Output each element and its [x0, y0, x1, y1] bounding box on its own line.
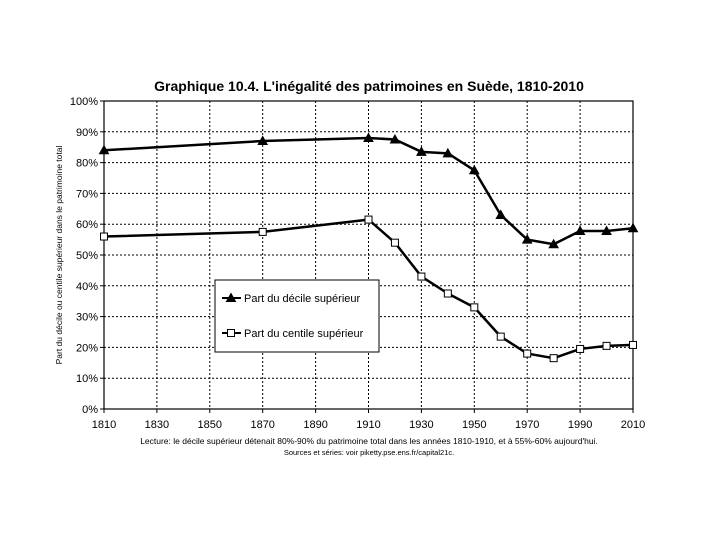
legend-marker — [227, 329, 235, 337]
x-tick-label: 1990 — [568, 419, 592, 431]
y-tick-label: 10% — [76, 373, 98, 385]
data-point — [100, 232, 108, 241]
x-tick-label: 1870 — [250, 419, 274, 431]
legend-marker — [225, 292, 237, 302]
data-point — [601, 225, 612, 235]
legend: Part du décile supérieur Part du centile … — [214, 279, 380, 353]
x-tick-label: 1850 — [198, 419, 222, 431]
y-tick-label: 30% — [76, 312, 98, 324]
data-point — [576, 344, 585, 353]
data-point — [364, 215, 373, 224]
data-point — [258, 227, 267, 236]
legend-item: Part du centile supérieur — [222, 328, 364, 340]
y-tick-label: 100% — [70, 96, 98, 108]
x-tick-label: 1930 — [409, 419, 433, 431]
y-tick-label: 50% — [76, 250, 98, 262]
x-tick-label: 1810 — [92, 419, 116, 431]
data-point — [98, 144, 110, 155]
data-point — [443, 289, 452, 298]
legend-box — [214, 279, 380, 353]
data-point — [629, 340, 637, 349]
legend-item: Part du décile supérieur — [222, 292, 361, 305]
data-point — [495, 209, 507, 219]
chart-title: Graphique 10.4. L'inégalité des patrimoi… — [154, 78, 584, 94]
x-tick-label: 1950 — [462, 419, 486, 431]
x-tick-label: 1910 — [356, 419, 380, 431]
series-2 — [100, 215, 637, 363]
data-point — [602, 341, 611, 350]
y-tick-label: 90% — [76, 127, 98, 139]
data-point — [574, 225, 586, 235]
y-tick-label: 20% — [76, 342, 98, 354]
data-point — [521, 234, 533, 244]
data-point — [389, 133, 401, 144]
chart-note: Lecture: le décile supérieur détenait 80… — [140, 436, 598, 446]
data-point — [417, 272, 426, 281]
y-tick-label: 40% — [76, 281, 98, 293]
y-tick-label: 80% — [76, 158, 98, 170]
y-tick-label: 70% — [76, 188, 98, 200]
y-axis-label: Part du décile ou centile supérieur dans… — [54, 146, 64, 365]
data-point — [390, 238, 399, 247]
series-lines — [98, 132, 639, 363]
chart-source: Sources et séries: voir piketty.pse.ens.… — [284, 448, 454, 457]
data-point — [470, 303, 479, 312]
legend-items: Part du décile supérieur Part du centile … — [222, 292, 364, 340]
data-point — [523, 349, 532, 358]
x-tick-label: 1830 — [145, 419, 169, 431]
x-tick-label: 1970 — [515, 419, 539, 431]
data-point — [468, 164, 480, 175]
data-point — [363, 132, 374, 142]
data-point — [442, 147, 454, 158]
y-tick-label: 60% — [76, 219, 98, 231]
x-axis-ticks: 1810 1830 1850 1870 1890 1910 1930 1950 1970 1990… — [92, 409, 645, 431]
x-tick-label: 1890 — [303, 419, 327, 431]
data-point — [496, 332, 505, 341]
legend-label: Part du centile supérieur — [244, 328, 364, 340]
data-point — [627, 222, 639, 233]
x-tick-label: 2010 — [621, 419, 645, 431]
legend-label: Part du décile supérieur — [244, 293, 361, 305]
data-point — [257, 135, 269, 146]
y-tick-label: 0% — [82, 404, 98, 416]
series-1 — [98, 132, 639, 249]
grid-lines — [104, 101, 633, 409]
data-point — [416, 146, 427, 156]
data-point — [548, 238, 560, 249]
data-point — [549, 354, 558, 363]
y-axis-ticks: 0% 10% 20% 30% 40% 50% 60% 70% 80% 90% 100% — [70, 96, 104, 416]
